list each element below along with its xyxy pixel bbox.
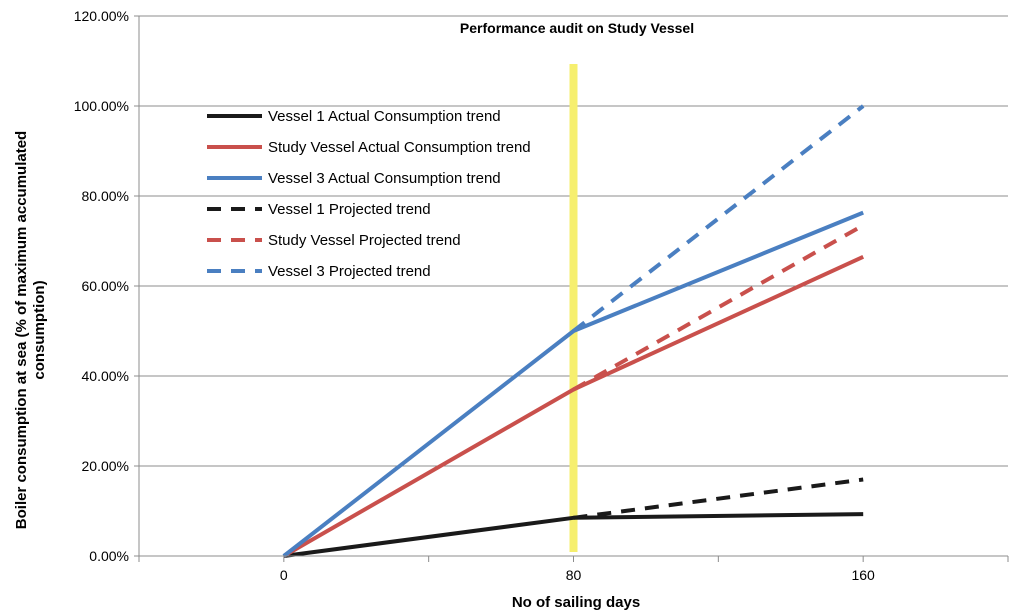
axes — [138, 16, 1009, 562]
legend-label: Vessel 3 Actual Consumption trend — [268, 170, 501, 187]
legend-label: Study Vessel Actual Consumption trend — [268, 139, 531, 156]
y-axis-title-line-2: consumption) — [31, 280, 48, 379]
series-line-2 — [282, 254, 865, 558]
x-tick-label: 0 — [280, 567, 288, 583]
y-tick-labels: 0.00% 20.00% 40.00% 60.00% 80.00% 100.00% 120.… — [74, 8, 129, 564]
highlight-band-group — [569, 64, 578, 552]
x-tick-labels: 0 80 160 — [280, 567, 875, 583]
y-tick-label: 60.00% — [82, 278, 129, 294]
series-line-5 — [572, 223, 865, 392]
series-lines — [282, 104, 865, 558]
y-tick-label: 20.00% — [82, 458, 129, 474]
legend-label: Study Vessel Projected trend — [268, 232, 461, 249]
y-tick-label: 120.00% — [74, 8, 129, 24]
legend-label: Vessel 1 Actual Consumption trend — [268, 108, 501, 125]
series-line-3 — [282, 210, 864, 558]
y-tick-label: 0.00% — [89, 548, 129, 564]
legend-label: Vessel 3 Projected trend — [268, 263, 431, 280]
legend: Vessel 1 Actual Consumption trend Study V… — [207, 108, 531, 280]
x-tick-label: 80 — [566, 567, 582, 583]
legend-label: Vessel 1 Projected trend — [268, 201, 431, 218]
x-tick-label: 160 — [851, 567, 875, 583]
y-tick-label: 40.00% — [82, 368, 129, 384]
x-axis-title: No of sailing days — [512, 594, 640, 610]
y-axis-title-line-1: Boiler consumption at sea (% of maximum … — [13, 131, 30, 529]
y-tick-label: 100.00% — [74, 98, 129, 114]
series-line-4 — [573, 477, 864, 520]
y-axis-title: Boiler consumption at sea (% of maximum … — [13, 131, 48, 529]
y-tick-label: 80.00% — [82, 188, 129, 204]
series-line-6 — [572, 104, 865, 333]
series-line-1 — [283, 512, 864, 558]
chart-title: Performance audit on Study Vessel — [460, 20, 694, 36]
highlight-band — [569, 64, 578, 552]
